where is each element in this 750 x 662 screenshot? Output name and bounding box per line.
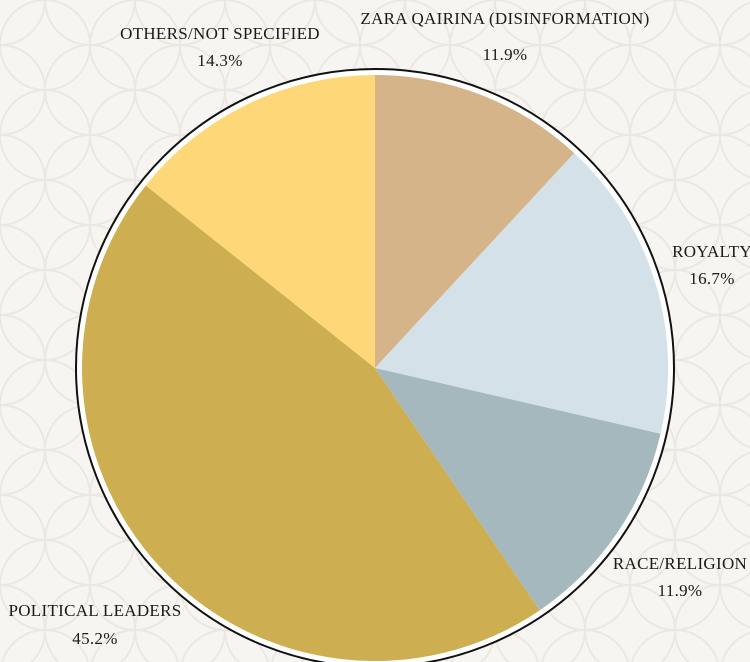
pie-slice [145, 75, 375, 368]
pie-slice [375, 368, 661, 611]
pie-slice [375, 75, 575, 368]
slice-label: ROYALTY [672, 242, 750, 261]
slice-label: ZARA QAIRINA (DISINFORMATION) [360, 9, 649, 28]
slice-value-label: 11.9% [483, 45, 528, 64]
slice-label: RACE/RELIGION [613, 554, 747, 573]
pie-slice [375, 153, 668, 434]
slice-value-label: 14.3% [197, 51, 242, 70]
pie-slice [82, 185, 540, 661]
slice-value-label: 45.2% [72, 629, 117, 648]
slice-value-label: 11.9% [658, 581, 703, 600]
slice-value-label: 16.7% [689, 269, 734, 288]
slice-label: POLITICAL LEADERS [8, 601, 181, 620]
slice-label: OTHERS/NOT SPECIFIED [120, 24, 320, 43]
